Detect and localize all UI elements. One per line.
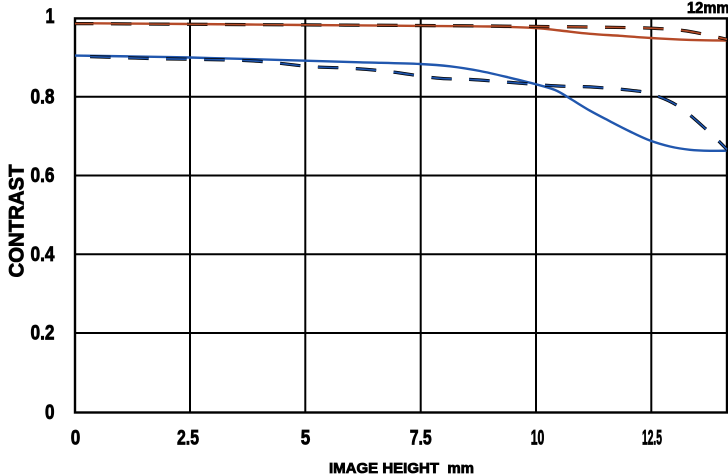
svg-text:IMAGE HEIGHT mm: IMAGE HEIGHT mm bbox=[329, 460, 474, 476]
svg-text:2.5: 2.5 bbox=[177, 427, 199, 450]
svg-text:0.6: 0.6 bbox=[31, 164, 55, 187]
svg-text:0: 0 bbox=[45, 401, 55, 424]
svg-text:0: 0 bbox=[71, 427, 81, 450]
svg-text:10: 10 bbox=[531, 427, 545, 450]
svg-text:1: 1 bbox=[46, 5, 55, 28]
svg-text:7.5: 7.5 bbox=[410, 427, 432, 450]
svg-text:0.4: 0.4 bbox=[31, 243, 55, 266]
svg-text:12mm: 12mm bbox=[687, 0, 728, 17]
svg-text:0.2: 0.2 bbox=[31, 322, 55, 345]
svg-text:0.8: 0.8 bbox=[31, 85, 55, 108]
svg-text:12.5: 12.5 bbox=[642, 427, 662, 450]
svg-text:5: 5 bbox=[301, 427, 311, 450]
svg-text:CONTRAST: CONTRAST bbox=[6, 164, 29, 277]
